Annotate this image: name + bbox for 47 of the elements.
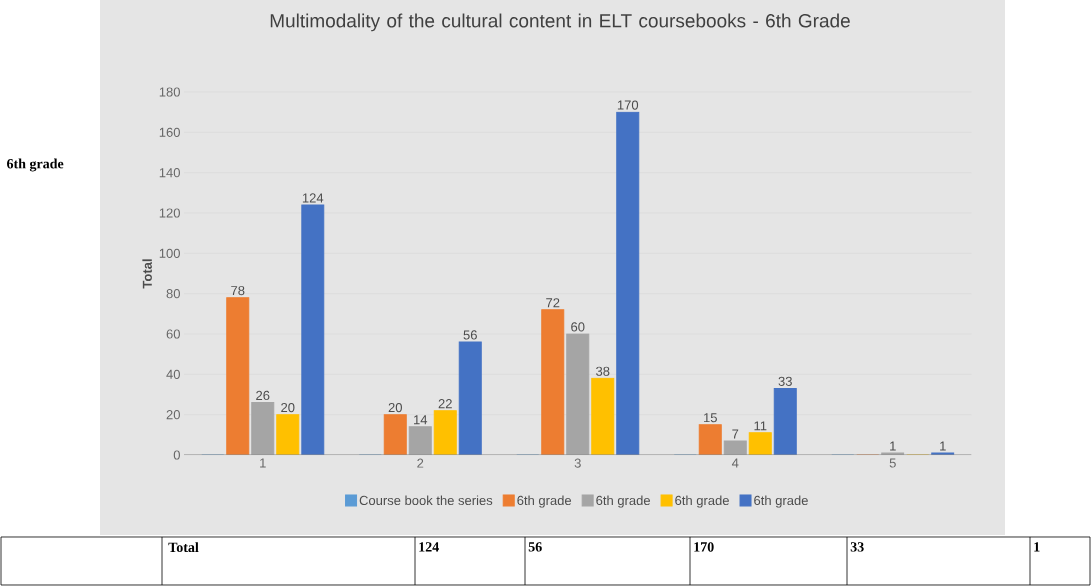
data-label: 7 xyxy=(732,429,739,439)
y-tick-label: 160 xyxy=(159,127,180,137)
data-label: 14 xyxy=(414,415,428,425)
legend-label: 6th grade xyxy=(596,495,650,508)
data-label: 56 xyxy=(463,330,477,340)
y-tick-label: 80 xyxy=(166,289,180,299)
data-label: 1 xyxy=(890,441,896,451)
y-tick-label: 120 xyxy=(159,208,180,218)
data-label: 38 xyxy=(596,366,610,376)
y-tick-label: 100 xyxy=(159,248,180,258)
chart-title: Multimodality of the cultural content in ELT coursebooks - 6th Grade xyxy=(270,13,850,32)
text: 170 xyxy=(694,542,714,552)
y-tick-label: 0 xyxy=(173,450,180,460)
data-label: 124 xyxy=(302,193,324,203)
data-label: 11 xyxy=(754,421,767,431)
data-label: 170 xyxy=(617,100,639,110)
text: 124 xyxy=(419,542,439,552)
text: 56 xyxy=(528,542,542,552)
data-label: 20 xyxy=(281,402,295,413)
data-label: 60 xyxy=(571,322,585,332)
x-tick-label: 4 xyxy=(731,458,739,468)
text: Total xyxy=(168,542,199,553)
text: 33 xyxy=(850,542,864,552)
y-tick-label: 20 xyxy=(166,410,180,420)
legend-label: Course book the series xyxy=(359,495,493,506)
text: 6th grade xyxy=(7,158,64,172)
legend-label: 6th grade xyxy=(517,495,572,508)
data-label: 20 xyxy=(388,402,402,413)
data-label: 22 xyxy=(438,399,452,409)
data-label: 33 xyxy=(778,376,792,386)
y-tick-label: 140 xyxy=(159,168,180,178)
y-tick-label: 60 xyxy=(166,329,180,339)
data-label: 15 xyxy=(704,413,717,423)
x-tick-label: 1 xyxy=(260,458,266,468)
y-axis-title: Total xyxy=(142,259,152,289)
x-tick-label: 2 xyxy=(417,458,424,468)
data-label: 1 xyxy=(940,441,946,451)
x-tick-label: 5 xyxy=(889,458,896,468)
data-label: 78 xyxy=(231,285,245,296)
data-label: 26 xyxy=(256,390,270,401)
y-tick-label: 40 xyxy=(166,369,180,379)
legend-label: 6th grade xyxy=(675,495,729,508)
legend-label: 6th grade xyxy=(754,495,808,508)
x-tick-label: 3 xyxy=(574,458,581,468)
y-tick-label: 180 xyxy=(159,87,180,97)
text: 1 xyxy=(1034,542,1040,552)
data-label: 72 xyxy=(546,298,560,308)
